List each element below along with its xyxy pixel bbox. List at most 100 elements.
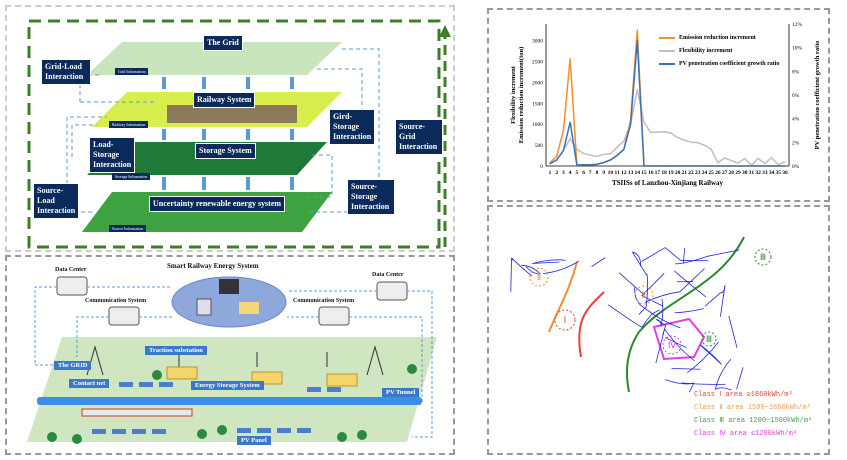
class-ii-boundary [548,261,578,333]
railway-segment [715,387,732,391]
x-axis-title: TSIISs of Lanzhou-Xinjiang Railway [612,179,724,187]
comm-right-label: Communication System [293,298,355,304]
data-point [596,155,598,157]
y-tick-label: 2500 [532,60,543,66]
legend-class-iii: Class Ⅲ area 1200~1500kWh/m² [694,417,813,425]
y2-tick-label: 8% [792,69,800,75]
marker-i: Ⅰ [564,315,567,325]
x-tick-label: 32 [755,170,761,176]
data-center-icons [56,276,408,301]
x-tick-label: 25 [708,170,714,176]
x-tick-label: 16 [648,170,654,176]
y2-tick-label: 10% [792,46,803,52]
railway-network [510,247,744,393]
marker-ii-central: Ⅱ [642,290,646,300]
smart-system-title: Smart Railway Energy System [167,262,259,270]
data-point [770,165,773,167]
marker-iii-south: Ⅲ [706,334,712,344]
railway-image [167,105,297,123]
data-point [784,165,786,167]
layer-title-railway: Railway System [193,92,256,108]
data-point [730,159,732,162]
folder-icon [239,302,259,314]
railway-segment [634,286,641,306]
data-point [603,153,605,155]
data-point [636,39,638,42]
data-point [676,165,679,167]
data-point [650,131,652,134]
y-tick-label: 3000 [532,39,543,45]
marker-iv: Ⅳ [668,340,677,350]
railway-segment [736,367,744,390]
data-point [582,164,585,166]
railway-segment [674,270,707,298]
map-panel: Ⅱ Ⅱ Ⅰ Ⅲ Ⅲ Ⅳ Class Ⅰ area ≥1860kWh/m² Cla… [487,205,830,455]
railway-segment [704,292,721,307]
y2-axis-title: PV penetration coefficient growth ratio [814,41,821,150]
y-axis-title: Flexibility increment [510,65,517,124]
info-tag-railway: Railway Information [109,121,149,128]
data-point [609,159,612,161]
x-tick-label: 14 [635,170,641,176]
pv-tunnel-roof [37,397,422,405]
data-point [616,154,618,156]
y-tick-label: 1000 [532,122,543,128]
railway-segment [664,247,682,261]
communication-icons [108,306,350,326]
railway-segment [728,315,738,348]
train-icon [81,408,193,417]
data-point [744,165,746,167]
source-load-interaction: Source-Load Interaction [33,183,79,219]
railway-segment [674,308,704,314]
grid-load-interaction: Grid-Load Interaction [41,59,91,85]
data-point [609,153,612,155]
data-center-right-label: Data Center [372,272,404,278]
railway-segment [671,368,701,370]
data-point [784,161,786,163]
railway-segment [679,268,705,293]
data-point [717,165,719,167]
data-point [670,165,672,167]
traction-substation-label: Traction substation [145,346,207,355]
data-point [656,131,659,133]
railway-segment [510,257,512,292]
x-tick-label: 28 [729,170,735,176]
legend-item-flexibility: Flexibility increment [659,45,779,58]
data-point [703,144,706,146]
class-iv-boundary [652,317,706,361]
x-tick-label: 1 [549,170,552,176]
data-point [650,165,652,167]
x-tick-label: 17 [655,170,661,176]
data-point [623,148,625,151]
railway-map: Ⅱ Ⅱ Ⅰ Ⅲ Ⅲ Ⅳ [510,236,772,393]
data-point [723,157,726,159]
x-tick-label: 26 [715,170,721,176]
railway-segment [662,325,667,336]
data-point [690,141,692,143]
vertical-arrows [162,77,294,190]
legend: Emission reduction increment Flexibility… [659,32,779,71]
info-tag-grid: Grid Information [115,68,149,75]
railway-segment [681,382,726,385]
data-point [643,121,645,123]
railway-segment [664,328,695,362]
data-center-left-label: Data Center [55,267,87,273]
x-tick-label: 9 [602,170,605,176]
railway-segment [525,266,541,275]
railway-segment [660,298,664,327]
railway-segment [608,304,643,328]
data-point [737,162,739,164]
x-tick-label: 13 [628,170,634,176]
smart-railway-panel: Smart Railway Energy System Data Center … [5,255,455,455]
railway-segment [641,313,653,328]
grid-storage-interaction: Gird-Storage Interaction [329,109,375,145]
railway-segment [652,313,681,329]
grid-layer [87,42,342,75]
y2-tick-label: 6% [792,93,800,99]
y2-tick-label: 12% [792,22,803,28]
series-line-2 [549,40,785,167]
railway-segment [618,272,645,296]
railway-segment [638,306,647,315]
railway-segment [641,247,666,262]
marker-iii-north: Ⅲ [760,252,766,262]
